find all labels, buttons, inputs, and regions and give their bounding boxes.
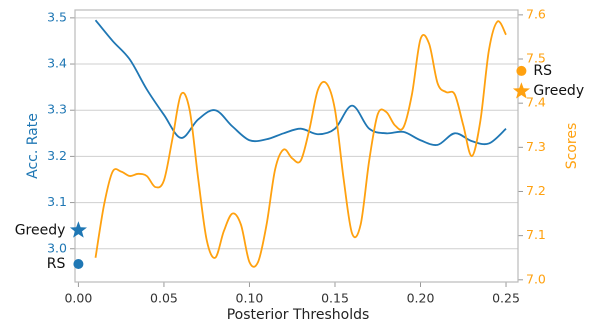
y-tick-label: 3.5 [47, 9, 67, 24]
y-tick-label: 3.0 [47, 240, 67, 255]
x-tick-label: 0.10 [236, 291, 264, 306]
x-tick-label: 0.00 [64, 291, 92, 306]
y2-tick-label: 7.6 [526, 6, 546, 21]
x-tick-label: 0.20 [407, 291, 435, 306]
y-tick-label: 3.1 [47, 194, 67, 209]
y-tick-label: 3.3 [47, 102, 67, 117]
y2-tick-label: 7.2 [526, 183, 546, 198]
y-tick-label: 3.2 [47, 148, 67, 163]
marker-label: Greedy [533, 83, 584, 99]
y2-tick-label: 7.3 [526, 139, 546, 154]
x-tick-label: 0.15 [321, 291, 349, 306]
line-series [94, 20, 507, 268]
y2-tick-label: 7.4 [526, 95, 546, 110]
marker-star [512, 82, 530, 99]
marker-star [69, 221, 87, 238]
marker-label: RS [533, 63, 552, 79]
marker-label: RS [47, 256, 66, 272]
y2-tick-label: 7.0 [526, 271, 546, 286]
marker-circle [73, 258, 84, 269]
y2-tick-label: 7.1 [526, 227, 546, 242]
x-tick-label: 0.05 [150, 291, 178, 306]
y-tick-label: 3.4 [47, 56, 67, 71]
marker-label: Greedy [15, 222, 66, 238]
y-axis-label: Acc. Rate [25, 113, 41, 179]
y2-axis-label: Scores [564, 123, 580, 170]
line-series [94, 19, 507, 146]
y2-tick-label: 7.5 [526, 51, 546, 66]
x-tick-label: 0.25 [492, 291, 520, 306]
x-axis-label: Posterior Thresholds [227, 307, 370, 323]
plot-frame [74, 9, 519, 283]
marker-circle [516, 65, 527, 76]
